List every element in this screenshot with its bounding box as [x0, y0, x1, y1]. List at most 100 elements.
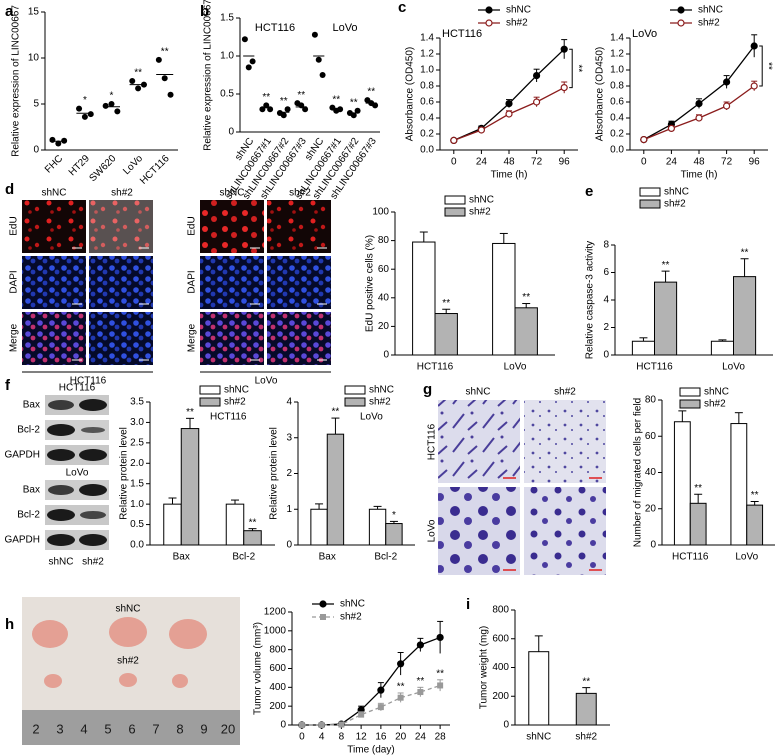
- x-tick-label: 16: [375, 732, 387, 743]
- bar: [631, 340, 656, 356]
- chart-title: LoVo: [632, 28, 657, 40]
- data-point: [417, 689, 424, 696]
- group-label: sh#2: [117, 656, 139, 667]
- significance: **: [582, 676, 590, 687]
- significance: *: [392, 510, 396, 521]
- bar: [368, 508, 387, 546]
- y-tick-label: 1.2: [610, 49, 624, 60]
- x-tick-label: HCT116: [417, 362, 454, 373]
- column-label: shNC: [48, 557, 73, 568]
- data-point: [298, 722, 305, 728]
- x-tick-label: 24: [666, 157, 678, 168]
- x-tick-label: 96: [749, 157, 761, 168]
- significance: **: [350, 97, 358, 108]
- row-label: EdU: [187, 216, 198, 235]
- data-point: [750, 42, 758, 50]
- bar: [180, 428, 200, 546]
- significance-bracket: [759, 45, 763, 87]
- micrograph: [22, 200, 86, 253]
- data-point: [350, 112, 357, 119]
- row-label: DAPI: [187, 270, 198, 293]
- x-tick-label: 48: [503, 157, 515, 168]
- bands: [47, 399, 107, 546]
- data-point: [560, 45, 568, 53]
- bar: [733, 276, 757, 356]
- data-point: [284, 106, 291, 113]
- y-tick-label: 1200: [264, 607, 287, 618]
- bar: [385, 523, 403, 546]
- bar: [163, 503, 182, 546]
- significance: **: [442, 298, 450, 309]
- chart-title: LoVo: [360, 412, 383, 423]
- x-tick-label: 8: [339, 732, 345, 743]
- x-tick-label: 12: [356, 732, 368, 743]
- y-axis-label: Relative caspase-3 activity: [585, 241, 596, 359]
- x-tick-label: 72: [721, 157, 733, 168]
- data-point: [437, 682, 444, 689]
- y-axis-label: Relative protein level: [119, 427, 130, 520]
- y-tick-label: 0.0: [610, 145, 624, 156]
- data-point: [55, 140, 62, 147]
- column-label: sh#2: [554, 387, 576, 398]
- bar: [225, 503, 245, 546]
- x-tick-label: Bcl-2: [232, 552, 255, 563]
- micrograph: [267, 312, 331, 365]
- y-tick-label: 200: [492, 691, 509, 702]
- series-line: [643, 45, 755, 141]
- legend-label: sh#2: [506, 18, 528, 29]
- data-point: [505, 99, 513, 108]
- legend-label: sh#2: [369, 397, 391, 408]
- column-label: shNC: [41, 188, 66, 199]
- data-point: [416, 641, 424, 649]
- y-tick-label: 4: [286, 397, 292, 408]
- bar: [492, 242, 516, 356]
- legend-label: shNC: [664, 187, 689, 198]
- bar: [528, 651, 550, 726]
- ruler-number: 7: [152, 721, 159, 736]
- legend-label: sh#2: [224, 397, 246, 408]
- y-tick-label: 1.0: [420, 65, 434, 76]
- data-point: [532, 71, 541, 80]
- micrograph: [200, 312, 264, 365]
- data-point: [102, 102, 109, 109]
- legend-marker: [485, 6, 493, 14]
- legend-label: sh#2: [664, 199, 686, 210]
- legend-swatch: [199, 397, 221, 407]
- significance: **: [367, 87, 375, 98]
- y-tick-label: 8: [603, 240, 609, 251]
- y-tick-label: 40: [645, 467, 657, 478]
- data-point: [354, 107, 361, 114]
- bar: [412, 241, 436, 356]
- chart-title: HCT116: [210, 412, 247, 423]
- y-tick-label: 400: [269, 682, 286, 693]
- row-label: Merge: [9, 323, 20, 352]
- data-point: [450, 136, 458, 144]
- data-point: [161, 75, 168, 82]
- micrograph: [89, 312, 153, 365]
- y-tick-label: 5: [33, 99, 39, 110]
- column-label: sh#2: [111, 188, 133, 199]
- y-tick-label: 800: [492, 605, 509, 616]
- tumor-photo: shNC sh#2 2 3 4 5 6 7 8 9 20: [22, 597, 240, 745]
- y-tick-label: 3: [286, 432, 292, 443]
- legend-swatch: [679, 387, 701, 397]
- x-tick-label: 48: [693, 157, 705, 168]
- y-tick-label: 0: [280, 720, 286, 731]
- y-tick-label: 60: [645, 431, 657, 442]
- significance: **: [332, 407, 340, 418]
- data-point: [76, 105, 83, 112]
- data-point: [377, 686, 385, 694]
- x-tick-label: HCT116: [636, 362, 673, 373]
- x-tick-label: HCT116: [138, 153, 172, 187]
- column-label: sh#2: [82, 557, 104, 568]
- legend-label: shNC: [698, 5, 723, 16]
- significance: **: [280, 96, 288, 107]
- row-label: LoVo: [427, 519, 438, 542]
- y-tick-label: 20: [645, 503, 657, 514]
- ruler-number: 4: [80, 721, 87, 736]
- micrograph: [200, 200, 264, 253]
- y-tick-label: 6: [603, 267, 609, 278]
- significance: **: [573, 65, 584, 73]
- panel-letter: f: [5, 377, 11, 394]
- bar: [654, 281, 678, 356]
